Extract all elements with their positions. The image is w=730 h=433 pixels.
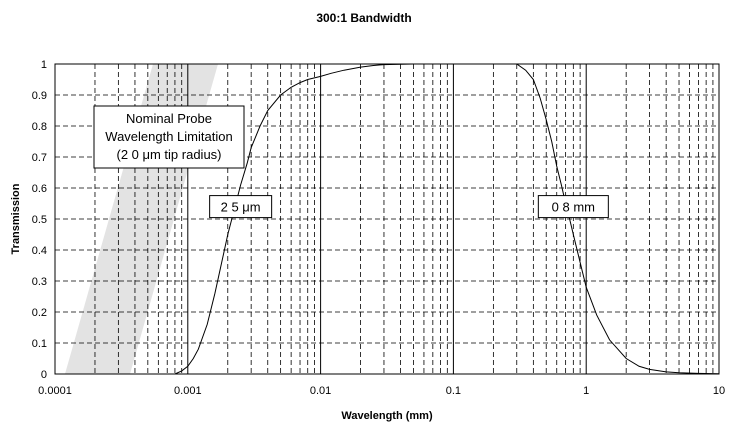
chart-title: 300:1 Bandwidth [316,11,411,25]
transmission-curve [174,63,720,375]
y-tick-label: 0.3 [32,276,47,288]
annotation-layer: Nominal Probe Wavelength Limitation (2 0 μ… [93,105,609,219]
plot-frame [54,63,720,375]
probe-limitation-text: (2 0 μm tip radius) [116,147,221,162]
y-tick-label: 0.5 [32,214,47,226]
wavelength-annotation: 2 5 μm [209,195,273,219]
y-tick-label: 0.8 [32,121,47,133]
y-axis-label: Transmission [10,183,22,254]
probe-limitation-text: Wavelength Limitation [105,129,232,144]
x-tick-label: 10 [713,385,725,397]
y-tick-label: 0 [41,369,47,381]
probe-limitation-box [93,105,245,169]
y-tick-label: 0.9 [32,90,47,102]
x-tick-label: 0.01 [310,385,331,397]
x-tick-label: 0.001 [174,385,202,397]
x-tick-label: 0.1 [446,385,461,397]
x-tick-label: 0.0001 [38,385,72,397]
y-tick-label: 0.1 [32,338,47,350]
y-tick-label: 0.2 [32,307,47,319]
annotation-text: 2 5 μm [221,200,261,215]
y-tick-label: 0.4 [32,245,47,257]
y-tick-label: 1 [41,59,47,71]
x-axis-label: Wavelength (mm) [341,410,433,422]
annotation-box [537,195,609,219]
y-tick-label: 0.6 [32,183,47,195]
probe-limitation-text: Nominal Probe [126,111,212,126]
curve-layer [174,63,720,375]
annotation-text: 0 8 mm [552,200,595,215]
tick-label-layer: 0.0001 0.001 0.01 0.1 1 10 0 0.1 0.2 0.3 0.4 0.5 0.6… [32,59,725,397]
annotation-box [209,195,273,219]
y-tick-label: 0.7 [32,152,47,164]
probe-limitation-label: Nominal Probe Wavelength Limitation (2 0 μ… [93,105,245,169]
x-tick-label: 1 [583,385,589,397]
wavelength-annotation: 0 8 mm [537,195,609,219]
